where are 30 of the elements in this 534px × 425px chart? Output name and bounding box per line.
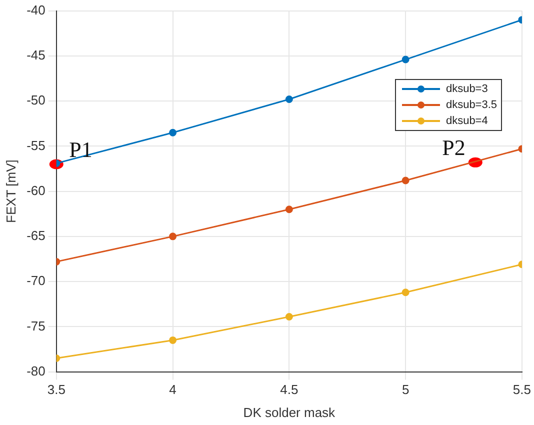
y-tick-label: -40 — [26, 2, 46, 18]
legend-label: dksub=4 — [446, 115, 488, 128]
annotation: P2 — [442, 135, 466, 160]
x-tick-label: 5.5 — [512, 382, 532, 398]
legend-label: dksub=3.5 — [446, 99, 498, 112]
y-tick-label: -45 — [26, 48, 46, 63]
legend-label: dksub=3 — [446, 83, 488, 96]
y-tick-label: -65 — [26, 228, 46, 244]
point — [285, 313, 293, 320]
annotation: P1 — [69, 137, 92, 162]
x-tick-label: 5 — [402, 382, 410, 398]
x-tick-label: 4 — [169, 382, 176, 398]
point — [169, 128, 177, 136]
y-tick-label: -60 — [26, 182, 46, 198]
point — [402, 56, 410, 64]
y-tick-label: -70 — [26, 273, 46, 288]
x-tick-label: 4.5 — [280, 382, 298, 398]
x-tick-label: 3.5 — [47, 382, 66, 398]
point — [169, 336, 177, 344]
y-tick-label: -50 — [26, 92, 46, 108]
point — [285, 95, 293, 103]
y-tick-label: -55 — [26, 138, 46, 153]
x-axis-title: DK solder mask — [243, 404, 336, 420]
point — [285, 206, 293, 214]
point — [169, 232, 177, 240]
point — [402, 288, 410, 296]
y-tick-label: -80 — [26, 363, 46, 378]
y-axis-title: FEXT [mV] — [3, 160, 18, 223]
point — [402, 176, 410, 184]
y-tick-label: -75 — [26, 318, 46, 334]
